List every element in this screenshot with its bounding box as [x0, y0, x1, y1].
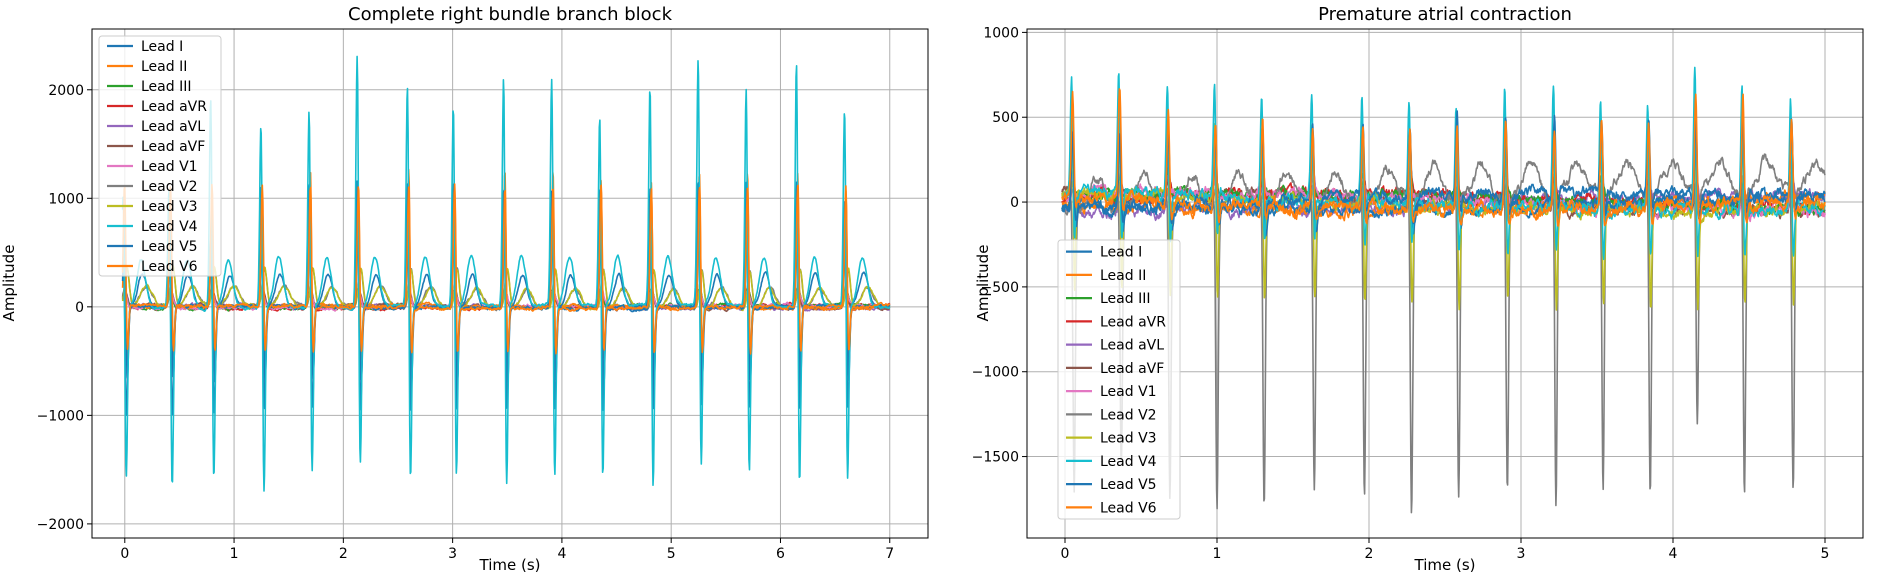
legend-label: Lead aVR: [1100, 314, 1166, 330]
y-tick-label: −2000: [37, 517, 84, 533]
x-axis-label-right: Time (s): [1414, 556, 1476, 574]
y-tick-label: 0: [1010, 195, 1019, 211]
legend-label: Lead V5: [141, 239, 198, 255]
legend-frame: [1057, 239, 1181, 520]
y-tick-label: 2000: [48, 83, 84, 99]
y-tick-label: −1000: [37, 408, 84, 424]
legend-label: Lead II: [1100, 268, 1146, 284]
ticks-left: 0 1 2 3 4 5 6 7 −2000 −1000 0 1000 2000: [37, 83, 895, 562]
y-axis-label-left: Amplitude: [0, 245, 18, 322]
x-tick-label: 5: [1821, 546, 1830, 562]
legend-label: Lead II: [141, 59, 187, 75]
plot-frame-left: [91, 28, 929, 539]
x-tick-label: 3: [1517, 546, 1526, 562]
y-tick-label: 0: [75, 300, 84, 316]
legend-label: Lead V5: [1100, 477, 1157, 493]
x-tick-label: 2: [339, 546, 348, 562]
x-tick-label: 2: [1365, 546, 1374, 562]
ticks-right: 0 1 2 3 4 5 −1500 −1000 −500 0 500 1000: [972, 25, 1830, 562]
legend-label: Lead V2: [141, 179, 198, 195]
legend-label: Lead I: [1100, 245, 1142, 261]
legend-label: Lead aVF: [141, 139, 205, 155]
series-line-lead-v2: [1061, 153, 1826, 514]
y-tick-label: −1500: [972, 450, 1019, 466]
chart-title-left: Complete right bundle branch block: [348, 4, 673, 25]
x-axis-label-left: Time (s): [479, 556, 541, 574]
series-line-lead-v6: [1061, 88, 1826, 227]
traces-right: [1061, 66, 1826, 514]
legend-label: Lead V3: [1100, 431, 1157, 447]
x-tick-label: 4: [1669, 546, 1678, 562]
y-tick-label: −500: [981, 280, 1019, 296]
y-axis-label-right: Amplitude: [974, 245, 992, 322]
chart-left: 0 1 2 3 4 5 6 7 −2000 −1000 0 1000 2000 Complete rig…: [0, 4, 929, 574]
x-tick-label: 3: [448, 546, 457, 562]
plot-frame-right: [1026, 28, 1864, 539]
y-tick-label: 500: [992, 110, 1019, 126]
legend-right: Lead I Lead II Lead III Lead aVR Lead aVL Lea…: [1057, 239, 1181, 520]
x-tick-label: 1: [1213, 546, 1222, 562]
legend-label: Lead V1: [1100, 384, 1157, 400]
legend-label: Lead V6: [1100, 500, 1157, 516]
legend-label: Lead aVL: [1100, 338, 1164, 354]
legend-label: Lead III: [1100, 291, 1150, 307]
chart-title-right: Premature atrial contraction: [1318, 4, 1572, 25]
legend-label: Lead I: [141, 39, 183, 55]
legend-label: Lead V2: [1100, 407, 1157, 423]
legend-left: Lead I Lead II Lead III Lead aVR Lead aVL Lea…: [98, 35, 222, 277]
legend-label: Lead V1: [141, 159, 198, 175]
legend-label: Lead V6: [141, 259, 198, 275]
series-line-lead-v4: [1061, 66, 1826, 261]
legend-label: Lead V4: [141, 219, 198, 235]
x-tick-label: 0: [1061, 546, 1070, 562]
series-line-lead-v6: [121, 183, 891, 355]
legend-frame: [98, 35, 222, 277]
legend-label: Lead V4: [1100, 454, 1157, 470]
y-tick-label: 1000: [48, 191, 84, 207]
y-tick-label: −1000: [972, 365, 1019, 381]
chart-right: 0 1 2 3 4 5 −1500 −1000 −500 0 500 1000 Premature a…: [972, 4, 1864, 574]
legend-label: Lead aVL: [141, 119, 205, 135]
legend-label: Lead III: [141, 79, 191, 95]
traces-left: [121, 55, 891, 492]
legend-label: Lead aVF: [1100, 361, 1164, 377]
legend-label: Lead V3: [141, 199, 198, 215]
x-tick-label: 6: [776, 546, 785, 562]
x-tick-label: 4: [557, 546, 566, 562]
x-tick-label: 7: [885, 546, 894, 562]
y-tick-label: 1000: [983, 25, 1019, 41]
x-tick-label: 0: [120, 546, 129, 562]
x-tick-label: 1: [230, 546, 239, 562]
legend-label: Lead aVR: [141, 99, 207, 115]
x-tick-label: 5: [667, 546, 676, 562]
